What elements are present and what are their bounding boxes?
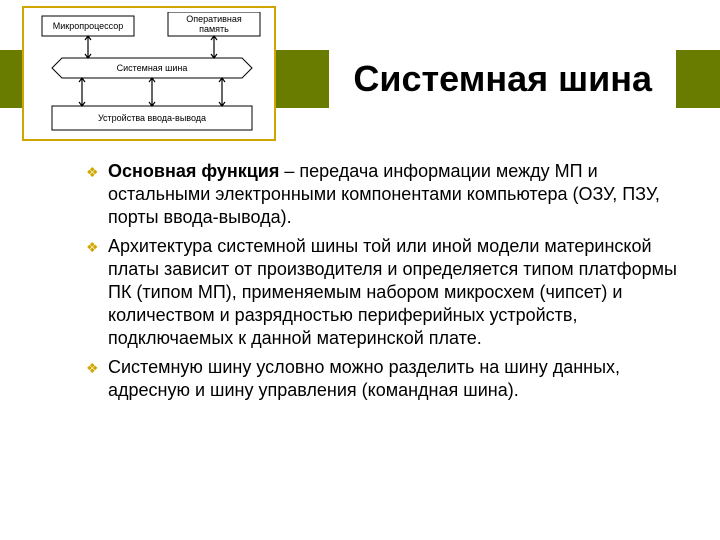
page-title: Системная шина [329, 50, 676, 108]
bullet-text: Архитектура системной шины той или иной … [108, 236, 677, 348]
svg-text:Микропроцессор: Микропроцессор [53, 21, 124, 31]
list-item: ❖ Системную шину условно можно разделить… [86, 356, 678, 402]
bullet-icon: ❖ [86, 360, 99, 378]
list-item: ❖ Основная функция – передача информации… [86, 160, 678, 229]
bullet-lead: Основная функция [108, 161, 279, 181]
bullet-text: Системную шину условно можно разделить н… [108, 357, 620, 400]
list-item: ❖ Архитектура системной шины той или ино… [86, 235, 678, 350]
svg-text:память: память [199, 24, 229, 34]
system-bus-diagram: Микропроцессор Оперативнаяпамять Системная… [22, 6, 276, 141]
bullet-icon: ❖ [86, 164, 99, 182]
svg-text:Устройства ввода-вывода: Устройства ввода-вывода [98, 113, 206, 123]
bullet-icon: ❖ [86, 239, 99, 257]
svg-text:Системная шина: Системная шина [117, 63, 188, 73]
svg-text:Оперативная: Оперативная [186, 14, 242, 24]
bullet-list: ❖ Основная функция – передача информации… [86, 160, 678, 408]
